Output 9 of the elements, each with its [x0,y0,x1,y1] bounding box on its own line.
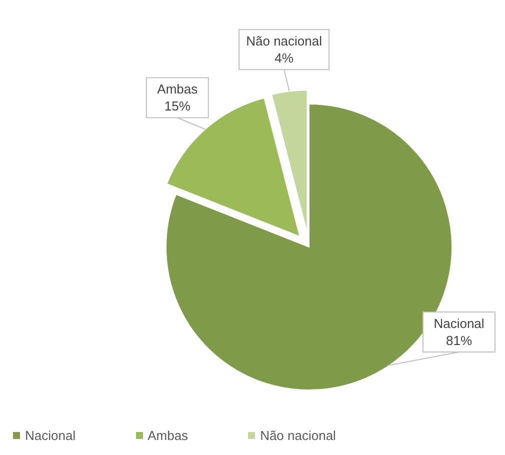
legend-label: Nacional [25,428,76,443]
slice-label: Nacional [434,316,484,331]
data-label: 4% [274,50,294,66]
legend-label: Ambas [148,428,188,443]
slice-label: Não nacional [246,34,322,49]
data-label: 81% [446,333,472,348]
data-label: 15% [164,98,191,114]
legend-label: Não nacional [260,428,336,443]
slice-label: Ambas [157,82,198,97]
